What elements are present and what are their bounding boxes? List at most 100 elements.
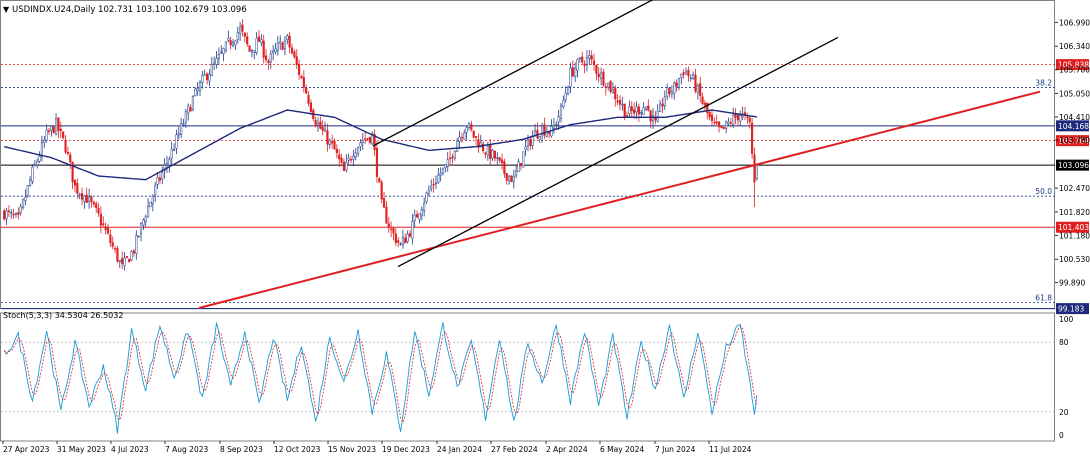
candle-body [62,131,65,139]
candle-body [175,134,178,149]
candle-body [708,112,711,118]
candle-body [595,65,598,74]
candle-body [581,56,584,63]
candle-body [385,206,388,224]
candle-body [592,60,596,66]
stochastic-panel[interactable]: 100 80 20 0 [0,312,1074,442]
candle-body [689,77,692,79]
candle-body [687,69,690,77]
candle-body [243,32,246,37]
candle-body [583,63,586,67]
candle-body [446,159,449,167]
candle-body [267,60,270,64]
price-panel[interactable] [0,0,1055,309]
candle-body [354,152,357,158]
candle-body [371,133,374,145]
candle-body [293,51,296,58]
candle-body [196,88,199,92]
candle-body [611,89,614,93]
candle-body [158,177,161,181]
candle-body [701,96,704,104]
candle-body [482,143,485,152]
price-tick-label: 105.050 [1059,90,1090,99]
candle-body [333,140,336,150]
candle-body [137,235,140,238]
candle-body [33,163,36,166]
candle-body [12,213,15,216]
candle-body [248,45,251,52]
stochastic-main-line [3,322,758,434]
candle-body [604,86,607,88]
candle-body [465,127,468,133]
price-level-badge-label: 103.096 [1058,161,1089,170]
price-tick-label: 105.700 [1059,66,1090,75]
fib-level-label: 38.2 [1035,78,1052,87]
candle-body [116,247,119,262]
candle-body [31,166,34,182]
candle-body [640,112,643,114]
candle-body [394,233,397,243]
candle-body [722,126,725,129]
candle-body [309,102,312,112]
price-level-badge-label: 103.764 [1058,137,1089,146]
candle-body [161,171,164,180]
stochastic-signal-line [3,325,758,424]
price-tick-label: 103.780 [1059,136,1090,145]
candle-body [187,105,190,114]
candle-body [474,136,478,139]
candle-body [432,184,435,186]
candle-body [163,164,166,171]
candle-body [198,82,202,91]
candle-body [437,174,440,183]
candle-body [420,209,423,216]
candle-body [24,196,27,201]
candle-body [430,186,433,189]
price-level-badge-label: 99.183 [1058,305,1084,314]
candle-body [590,55,593,60]
candle-body [290,47,294,54]
candle-body [739,114,742,122]
candle-body [52,126,55,134]
candle-body [512,175,515,182]
candle-body [628,106,631,115]
candle-body [460,136,463,139]
candle-body [670,91,673,95]
candle-body [335,148,338,154]
down-triangle-icon[interactable]: ▼ [3,5,10,14]
candle-body [623,103,626,117]
trendline-channel-upper [372,0,654,147]
candle-body [472,130,475,138]
candle-body [600,72,603,79]
candle-body [168,159,171,166]
candle-body [703,102,706,106]
candle-body [508,175,511,182]
candle-body [14,213,18,215]
price-level-badge-label: 105.838 [1058,61,1089,70]
candle-body [732,114,735,125]
candle-body [496,157,499,159]
candle-body [515,170,518,176]
candle-body [451,156,454,159]
candlestick-series [3,18,758,271]
candle-body [413,214,416,221]
time-tick-label: 15 Nov 2023 [328,445,376,454]
candle-body [194,88,197,96]
candle-body [364,138,367,140]
candle-body [236,32,239,40]
candle-body [675,82,678,87]
candle-body [569,67,572,87]
candle-body [139,223,143,235]
candle-body [231,42,235,46]
candle-body [366,138,369,140]
candle-body [543,124,546,136]
candle-body [682,72,685,75]
candle-body [274,48,277,53]
candle-body [607,82,610,88]
candle-body [456,140,459,153]
candle-body [380,181,383,200]
candle-body [40,142,44,157]
candle-body [19,206,22,214]
candle-body [302,77,305,88]
candle-body [104,226,107,231]
